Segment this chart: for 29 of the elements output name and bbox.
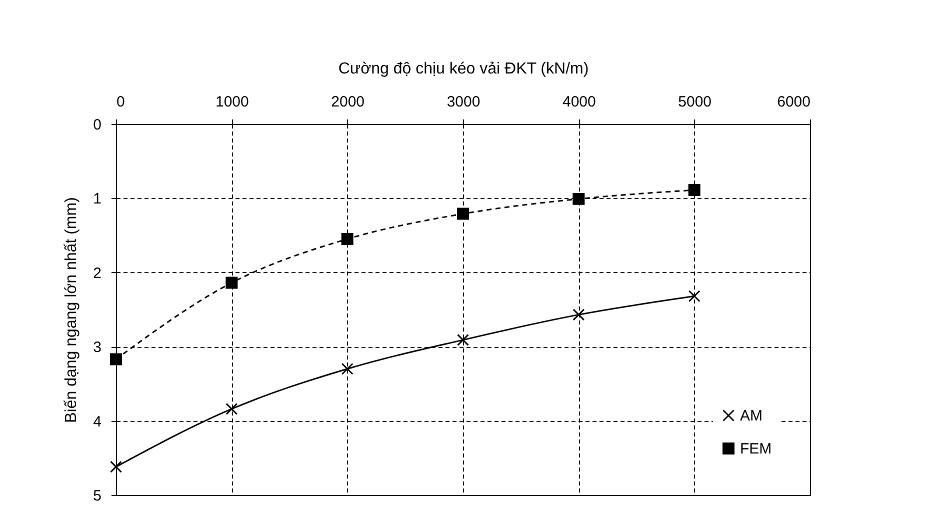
point bbox=[110, 353, 122, 366]
y-tick-label: 1 bbox=[93, 190, 102, 208]
point bbox=[341, 362, 354, 375]
x-tick-label: 1000 bbox=[215, 94, 249, 110]
x-tick-label: 2000 bbox=[331, 94, 365, 110]
y-tick-label: 0 bbox=[93, 116, 102, 134]
point bbox=[688, 184, 700, 196]
x-tick-label: 0 bbox=[116, 94, 125, 110]
x-tick-label: 3000 bbox=[446, 94, 480, 110]
y-tick-label: 5 bbox=[93, 488, 102, 504]
x-tick-label: 5000 bbox=[678, 94, 712, 110]
y-axis-title: Biến dạng ngang lớn nhất (mm) bbox=[63, 197, 80, 423]
point bbox=[688, 290, 700, 302]
point bbox=[572, 192, 585, 205]
point bbox=[572, 308, 585, 321]
point bbox=[341, 233, 354, 246]
x-tick-label: 6000 bbox=[777, 94, 810, 110]
legend-label: FEM bbox=[740, 440, 772, 458]
y-tick-label: 4 bbox=[93, 413, 102, 430]
point bbox=[457, 208, 469, 220]
point bbox=[110, 460, 122, 473]
x-tick-label: 4000 bbox=[562, 94, 596, 110]
point bbox=[226, 402, 238, 415]
point bbox=[226, 276, 238, 289]
y-tick-label: 3 bbox=[93, 339, 102, 356]
point bbox=[457, 334, 469, 346]
y-tick-label: 2 bbox=[93, 264, 102, 282]
x-axis-title: Cường độ chịu kéo vải ĐKT (kN/m) bbox=[338, 60, 589, 78]
legend-label: AM bbox=[740, 408, 762, 424]
